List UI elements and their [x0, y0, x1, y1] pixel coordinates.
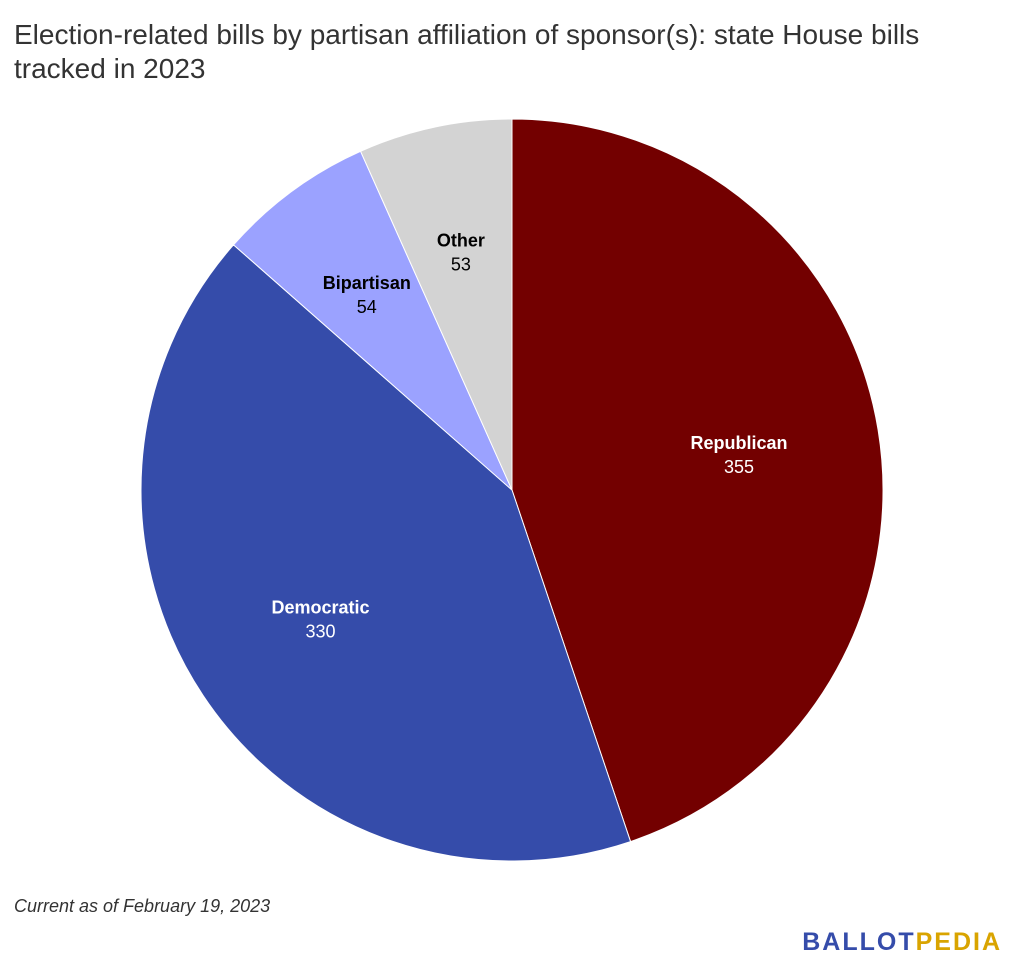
- logo-part-pedia: PEDIA: [915, 928, 1002, 956]
- slice-label-other: Other: [437, 231, 485, 251]
- ballotpedia-logo: BALLOTPEDIA: [802, 928, 1002, 957]
- footnote: Current as of February 19, 2023: [14, 896, 271, 916]
- logo-part-ballot: BALLOT: [802, 928, 916, 956]
- pie-slice-bipartisan: [232, 150, 513, 491]
- slice-label-republican: Republican: [690, 433, 787, 453]
- slice-value-other: 53: [451, 255, 471, 275]
- pie-slice-democratic: [140, 244, 632, 862]
- pie-slice-other: [359, 118, 513, 491]
- chart-title: Election-related bills by partisan affil…: [14, 19, 920, 84]
- slice-label-bipartisan: Bipartisan: [323, 273, 411, 293]
- slice-value-democratic: 330: [305, 621, 335, 641]
- pie-slice-republican: [511, 118, 884, 843]
- pie-slices: [140, 118, 884, 862]
- slice-value-bipartisan: 54: [357, 297, 377, 317]
- slice-value-republican: 355: [724, 457, 754, 477]
- pie-labels: Republican 355 Democratic 330 Bipartisan 54 Ot…: [271, 231, 787, 642]
- slice-label-democratic: Democratic: [271, 597, 369, 617]
